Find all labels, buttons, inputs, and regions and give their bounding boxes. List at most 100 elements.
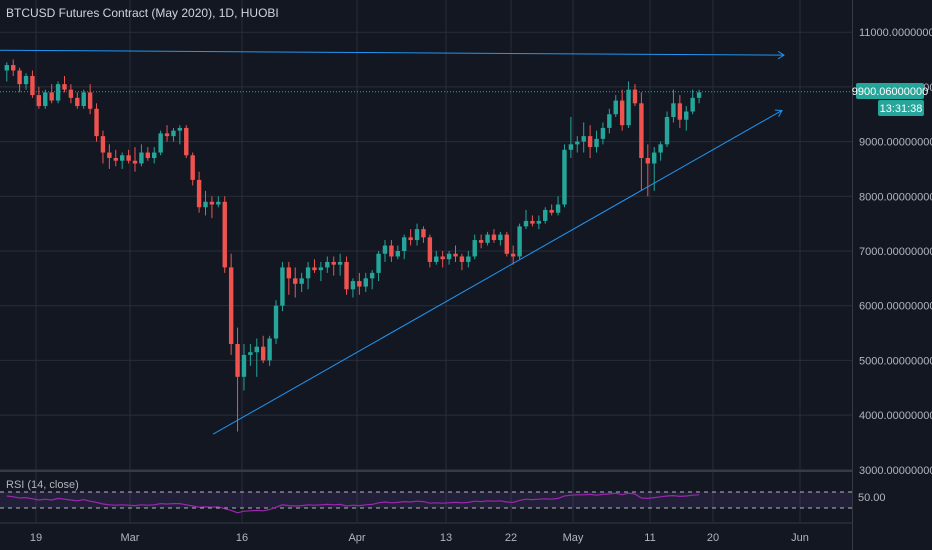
- candle-body: [498, 234, 503, 241]
- y-tick-label: 5000.00000000: [859, 355, 932, 367]
- candle-body: [132, 160, 138, 164]
- candle-body: [273, 305, 279, 339]
- candle-body: [23, 75, 29, 85]
- candle-body: [299, 278, 304, 284]
- candle-body: [504, 234, 509, 254]
- candle-body: [17, 70, 22, 85]
- candle-body: [350, 281, 356, 290]
- x-tick-label: 20: [707, 532, 719, 544]
- candle-body: [530, 220, 535, 224]
- candle-body: [49, 92, 54, 101]
- candle-body: [293, 278, 298, 284]
- candle-body: [62, 84, 67, 90]
- trendline: [212, 109, 783, 435]
- candle-body: [241, 354, 247, 377]
- candle-body: [305, 267, 311, 279]
- candle-body: [119, 155, 125, 161]
- candle-body: [408, 237, 413, 241]
- candle-body: [575, 141, 580, 145]
- candle-body: [267, 338, 272, 361]
- candle-body: [536, 220, 542, 224]
- candle-body: [446, 253, 452, 260]
- candle-body: [312, 267, 317, 271]
- candle-body: [222, 201, 227, 268]
- candle-body: [216, 201, 221, 205]
- candle-body: [639, 103, 644, 159]
- trendlines: [0, 49, 785, 435]
- candle-body: [414, 229, 420, 241]
- candle-body: [286, 267, 292, 279]
- candle-body: [581, 136, 586, 142]
- candle-body: [363, 278, 368, 287]
- candle-body: [261, 346, 266, 361]
- candle-body: [55, 84, 61, 101]
- candle-body: [555, 204, 561, 213]
- candle-body: [453, 253, 458, 257]
- candle-body: [478, 240, 484, 243]
- candle-body: [344, 261, 349, 290]
- candle-body: [664, 116, 670, 145]
- candle-body: [209, 201, 215, 205]
- chart-title: BTCUSD Futures Contract (May 2020), 1D, …: [6, 6, 279, 20]
- candle-body: [190, 155, 195, 180]
- candle-body: [510, 253, 516, 257]
- candle-body: [421, 229, 426, 238]
- candle-body: [427, 237, 433, 262]
- x-tick-label: May: [563, 532, 584, 544]
- price-axis[interactable]: 11000.0000000010000.000000009000.0000000…: [853, 0, 932, 550]
- candle-body: [459, 256, 465, 262]
- candle-body: [645, 158, 650, 164]
- candle-body: [331, 261, 336, 265]
- last-price-label: 9900.06000000: [852, 86, 928, 98]
- candle-body: [485, 234, 490, 243]
- candle-body: [587, 136, 593, 148]
- candle-body: [228, 267, 234, 344]
- time-axis[interactable]: 19 Mar 16 Apr 13 22 May 11 20 Jun: [30, 532, 809, 544]
- countdown-label: 13:31:38: [880, 103, 923, 115]
- candle-body: [145, 152, 151, 159]
- candle-body: [113, 158, 118, 161]
- rsi-line: [6, 492, 700, 514]
- x-tick-label: Jun: [791, 532, 809, 544]
- candle-body: [235, 343, 240, 377]
- candle-body: [549, 209, 554, 213]
- candle-body: [248, 352, 253, 355]
- candle-body: [11, 65, 16, 71]
- candle-body: [472, 240, 477, 257]
- candle-body: [337, 261, 343, 265]
- x-tick-label: Apr: [348, 532, 365, 544]
- candle-body: [196, 179, 202, 208]
- candle-body: [139, 152, 144, 164]
- price-badge: 9900.06000000 13:31:38: [852, 83, 928, 116]
- candle-body: [164, 133, 170, 137]
- candle-body: [107, 152, 112, 159]
- candle-body: [171, 130, 176, 137]
- x-tick-label: 19: [30, 532, 42, 544]
- x-tick-label: 16: [236, 532, 248, 544]
- candle-body: [434, 256, 439, 262]
- x-tick-label: 13: [440, 532, 452, 544]
- candle-body: [203, 201, 208, 208]
- candle-body: [30, 75, 35, 96]
- candle-body: [440, 256, 445, 260]
- x-tick-label: 22: [505, 532, 517, 544]
- candle-body: [357, 281, 362, 287]
- candle-body: [594, 138, 599, 148]
- candle-body: [75, 97, 80, 107]
- candle-body: [523, 220, 529, 227]
- candle-body: [517, 226, 522, 257]
- y-tick-label: 3000.00000000: [859, 465, 932, 477]
- candle-body: [325, 261, 330, 268]
- candle-body: [607, 114, 612, 128]
- candle-body: [126, 155, 131, 161]
- candle-body: [658, 144, 663, 153]
- rsi-label: RSI (14, close): [6, 479, 79, 491]
- y-tick-label: 4000.00000000: [859, 410, 932, 422]
- x-tick-label: Mar: [121, 532, 140, 544]
- candle-body: [100, 136, 106, 153]
- candle-body: [562, 149, 567, 205]
- trendline: [0, 49, 784, 56]
- y-tick-label: 9000.00000000: [859, 137, 932, 149]
